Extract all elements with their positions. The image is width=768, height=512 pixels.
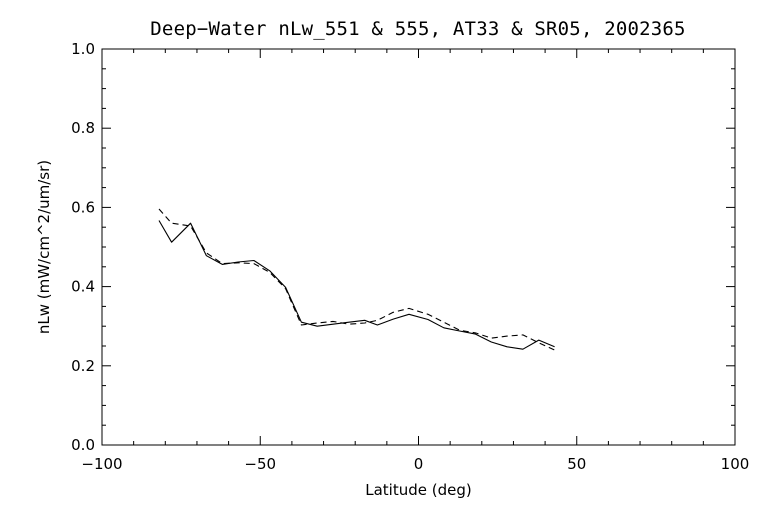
x-tick-label: −50 [244,455,276,473]
x-tick-label: −100 [81,455,122,473]
series-line-dashed [158,208,555,351]
y-tick-label: 0.8 [71,119,95,137]
y-tick-label: 0.2 [71,357,95,375]
x-tick-label: 50 [567,455,586,473]
y-tick-label: 0.6 [71,198,95,216]
x-tick-label: 100 [721,455,750,473]
y-tick-label: 1.0 [71,40,95,58]
x-axis-label: Latitude (deg) [365,481,471,499]
chart-title: Deep−Water nLw_551 & 555, AT33 & SR05, 2… [150,18,686,40]
plot-frame [101,48,736,446]
series-line-solid [158,220,555,350]
x-tick-label: 0 [414,455,424,473]
y-tick-label: 0.0 [71,436,95,454]
y-tick-label: 0.4 [71,278,95,296]
y-axis-label: nLw (mW/cm^2/um/sr) [35,160,53,334]
